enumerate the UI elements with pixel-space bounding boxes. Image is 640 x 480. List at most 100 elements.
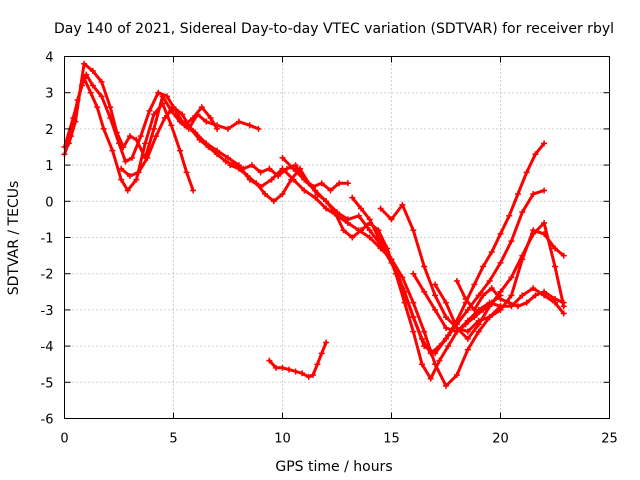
data-point xyxy=(292,162,299,169)
data-point xyxy=(235,165,242,172)
data-point xyxy=(286,366,293,373)
series-track-5 xyxy=(181,118,504,389)
data-point xyxy=(445,332,452,339)
data-point xyxy=(436,343,443,350)
series-line xyxy=(63,73,219,163)
data-point xyxy=(168,122,175,129)
data-point xyxy=(129,154,136,161)
data-point xyxy=(410,227,417,234)
data-point xyxy=(192,129,199,136)
data-point xyxy=(100,125,107,132)
data-point xyxy=(89,82,96,89)
series-track-2 xyxy=(61,75,197,194)
data-point xyxy=(357,227,364,234)
data-point xyxy=(552,296,558,303)
data-point xyxy=(190,187,197,194)
data-point xyxy=(109,147,116,154)
data-point xyxy=(159,93,166,100)
data-point xyxy=(327,187,334,194)
data-point xyxy=(392,267,399,274)
data-point xyxy=(443,314,449,321)
ticks xyxy=(64,56,610,419)
data-point xyxy=(133,176,140,183)
data-point xyxy=(453,372,460,379)
x-tick-label: 15 xyxy=(383,432,400,447)
data-point xyxy=(552,245,558,252)
y-tick-label: 0 xyxy=(45,195,53,210)
data-point xyxy=(508,274,515,281)
data-point xyxy=(497,296,504,303)
data-point xyxy=(344,180,351,187)
y-tick-label: -1 xyxy=(41,232,54,247)
series-track-11 xyxy=(432,220,567,342)
data-point xyxy=(81,60,88,67)
series-group xyxy=(61,60,567,389)
data-point xyxy=(301,176,308,183)
data-point xyxy=(272,364,279,371)
data-point xyxy=(508,292,515,299)
data-point xyxy=(266,165,273,172)
data-point xyxy=(471,306,478,313)
data-point xyxy=(305,373,312,380)
y-tick-label: 1 xyxy=(45,159,53,174)
data-point xyxy=(227,162,234,169)
data-point xyxy=(107,104,114,111)
data-point xyxy=(541,140,548,147)
x-tick-label: 0 xyxy=(60,432,68,447)
data-point xyxy=(344,216,351,223)
data-point xyxy=(235,118,242,125)
data-point xyxy=(89,67,96,74)
data-point xyxy=(541,187,548,194)
series-track-12 xyxy=(453,277,567,313)
x-axis-label: GPS time / hours xyxy=(275,459,392,475)
data-point xyxy=(183,169,190,176)
data-point xyxy=(126,172,133,179)
x-tick-label: 20 xyxy=(492,432,509,447)
data-point xyxy=(464,306,471,313)
data-point xyxy=(410,314,417,321)
data-point xyxy=(279,191,286,198)
data-point xyxy=(248,162,255,169)
data-point xyxy=(506,299,513,306)
data-point xyxy=(279,165,286,172)
y-tick-label: -5 xyxy=(41,376,54,391)
data-point xyxy=(279,364,286,371)
data-point xyxy=(144,154,151,161)
data-point xyxy=(453,325,460,331)
y-tick-label: -2 xyxy=(41,268,54,283)
data-point xyxy=(268,176,275,183)
data-point xyxy=(126,133,133,140)
data-point xyxy=(118,165,125,172)
data-point xyxy=(541,288,548,295)
data-point xyxy=(366,234,373,241)
data-point xyxy=(519,292,526,299)
data-point xyxy=(471,281,478,288)
series-line xyxy=(63,76,195,192)
data-point xyxy=(508,238,515,245)
data-point xyxy=(244,172,251,179)
data-point xyxy=(255,125,262,132)
data-point xyxy=(497,288,504,295)
data-point xyxy=(560,310,567,317)
data-point xyxy=(137,133,144,140)
data-point xyxy=(357,205,364,212)
data-point xyxy=(334,209,340,216)
data-point xyxy=(146,107,153,114)
data-point xyxy=(318,350,325,357)
data-point xyxy=(323,205,330,212)
data-point xyxy=(181,118,188,125)
data-point xyxy=(443,299,449,306)
data-point xyxy=(410,328,417,335)
data-point xyxy=(419,361,426,368)
data-point xyxy=(560,252,567,259)
data-point xyxy=(124,187,131,194)
data-point xyxy=(246,122,253,129)
series-line xyxy=(281,156,546,355)
data-point xyxy=(443,325,449,331)
data-point xyxy=(161,115,168,122)
data-point xyxy=(270,198,277,205)
data-point xyxy=(225,154,231,161)
data-point xyxy=(384,248,391,255)
data-point xyxy=(288,176,295,183)
data-point xyxy=(336,180,343,187)
